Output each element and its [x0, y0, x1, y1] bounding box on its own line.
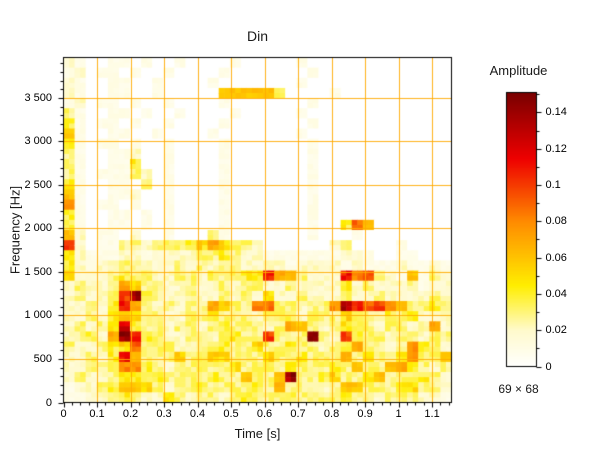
- x-tick-label: 0.7: [290, 408, 306, 420]
- colorbar-tick-label: 0.02: [545, 324, 567, 337]
- x-tick-label: 1.1: [424, 408, 440, 420]
- colorbar-tick-label: 0.06: [545, 251, 567, 264]
- x-tick-label: 0.3: [156, 408, 172, 420]
- colorbar-tick-label: 0.1: [545, 179, 561, 192]
- x-tick-label: 0.4: [189, 408, 206, 420]
- x-tick-label: 0: [60, 408, 67, 420]
- y-tick-label: 1 500: [24, 265, 52, 278]
- y-tick-label: 2 000: [24, 222, 52, 235]
- y-tick-label: 1 000: [24, 309, 52, 322]
- chart-title: Din: [246, 28, 268, 44]
- y-tick-label: 3 500: [24, 91, 52, 104]
- x-tick-label: 0.6: [256, 408, 273, 420]
- colorbar-tick-label: 0.14: [545, 106, 567, 119]
- x-tick-label: 0.8: [323, 408, 340, 420]
- x-tick-label: 0.1: [89, 408, 105, 420]
- x-tick-label: 0.2: [122, 408, 139, 420]
- x-axis-label: Time [s]: [234, 426, 281, 441]
- colorbar-tick-label: 0: [545, 360, 552, 373]
- y-tick-label: 3 000: [24, 135, 52, 148]
- y-tick-label: 0: [45, 396, 52, 409]
- colorbar-tick-label: 0.08: [545, 215, 567, 228]
- y-tick-label: 500: [33, 352, 52, 365]
- colorbar-tick-label: 0.12: [545, 142, 567, 155]
- x-tick-label: 0.5: [223, 408, 239, 420]
- colorbar-label: Amplitude: [489, 63, 548, 78]
- x-tick-label: 1: [395, 408, 402, 420]
- y-tick-label: 2 500: [24, 178, 52, 191]
- x-tick-label: 0.9: [357, 408, 373, 420]
- resolution-label: 69 × 68: [498, 382, 539, 396]
- colorbar-tick-label: 0.04: [545, 287, 567, 300]
